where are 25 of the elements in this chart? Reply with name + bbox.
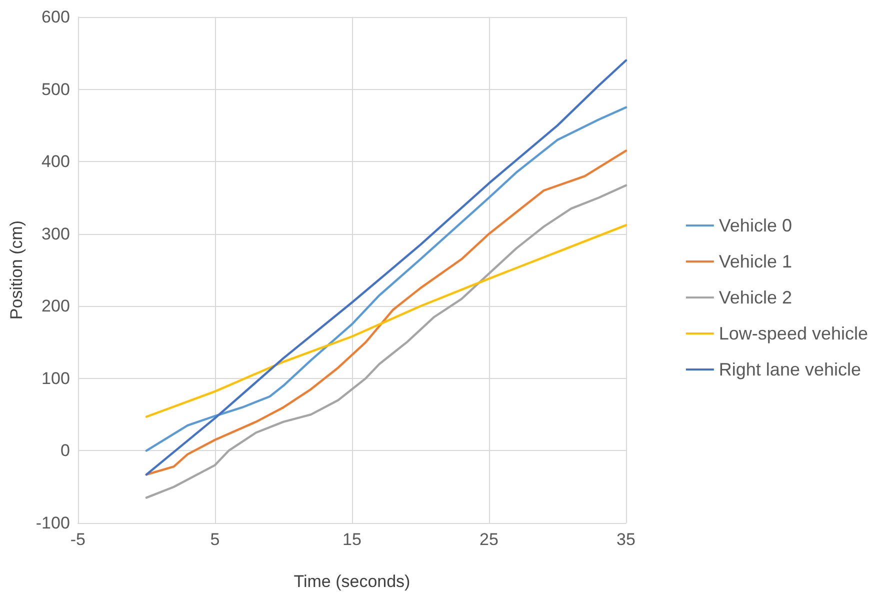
y-tick-label: 600	[42, 8, 70, 26]
legend-label: Vehicle 0	[718, 216, 792, 236]
y-tick-label: 300	[42, 224, 70, 244]
x-tick-label: 15	[342, 530, 362, 549]
line-series	[145, 224, 628, 418]
x-tick-label: 5	[210, 530, 220, 549]
y-tick-label: 400	[42, 152, 70, 172]
y-axis-title: Position (cm)	[7, 220, 26, 320]
legend-label: Right lane vehicle	[718, 360, 862, 380]
legend-label: Vehicle 2	[718, 288, 792, 308]
y-tick-label: 200	[42, 296, 70, 316]
line-series	[145, 184, 628, 499]
line-series	[145, 59, 628, 476]
y-tick-label: -100	[36, 514, 70, 532]
legend-label: Vehicle 1	[718, 252, 792, 272]
y-tick-label: 0	[60, 441, 70, 460]
x-tick-label: -5	[70, 530, 86, 549]
y-tick-label: 500	[42, 80, 70, 99]
line-series	[145, 150, 628, 476]
x-tick-label: 35	[616, 530, 636, 549]
line-series	[145, 106, 628, 452]
y-tick-label: 100	[42, 368, 70, 388]
x-axis-title: Time (seconds)	[294, 572, 410, 591]
legend-label: Low-speed vehicle	[718, 324, 868, 344]
x-tick-label: 25	[480, 530, 498, 549]
